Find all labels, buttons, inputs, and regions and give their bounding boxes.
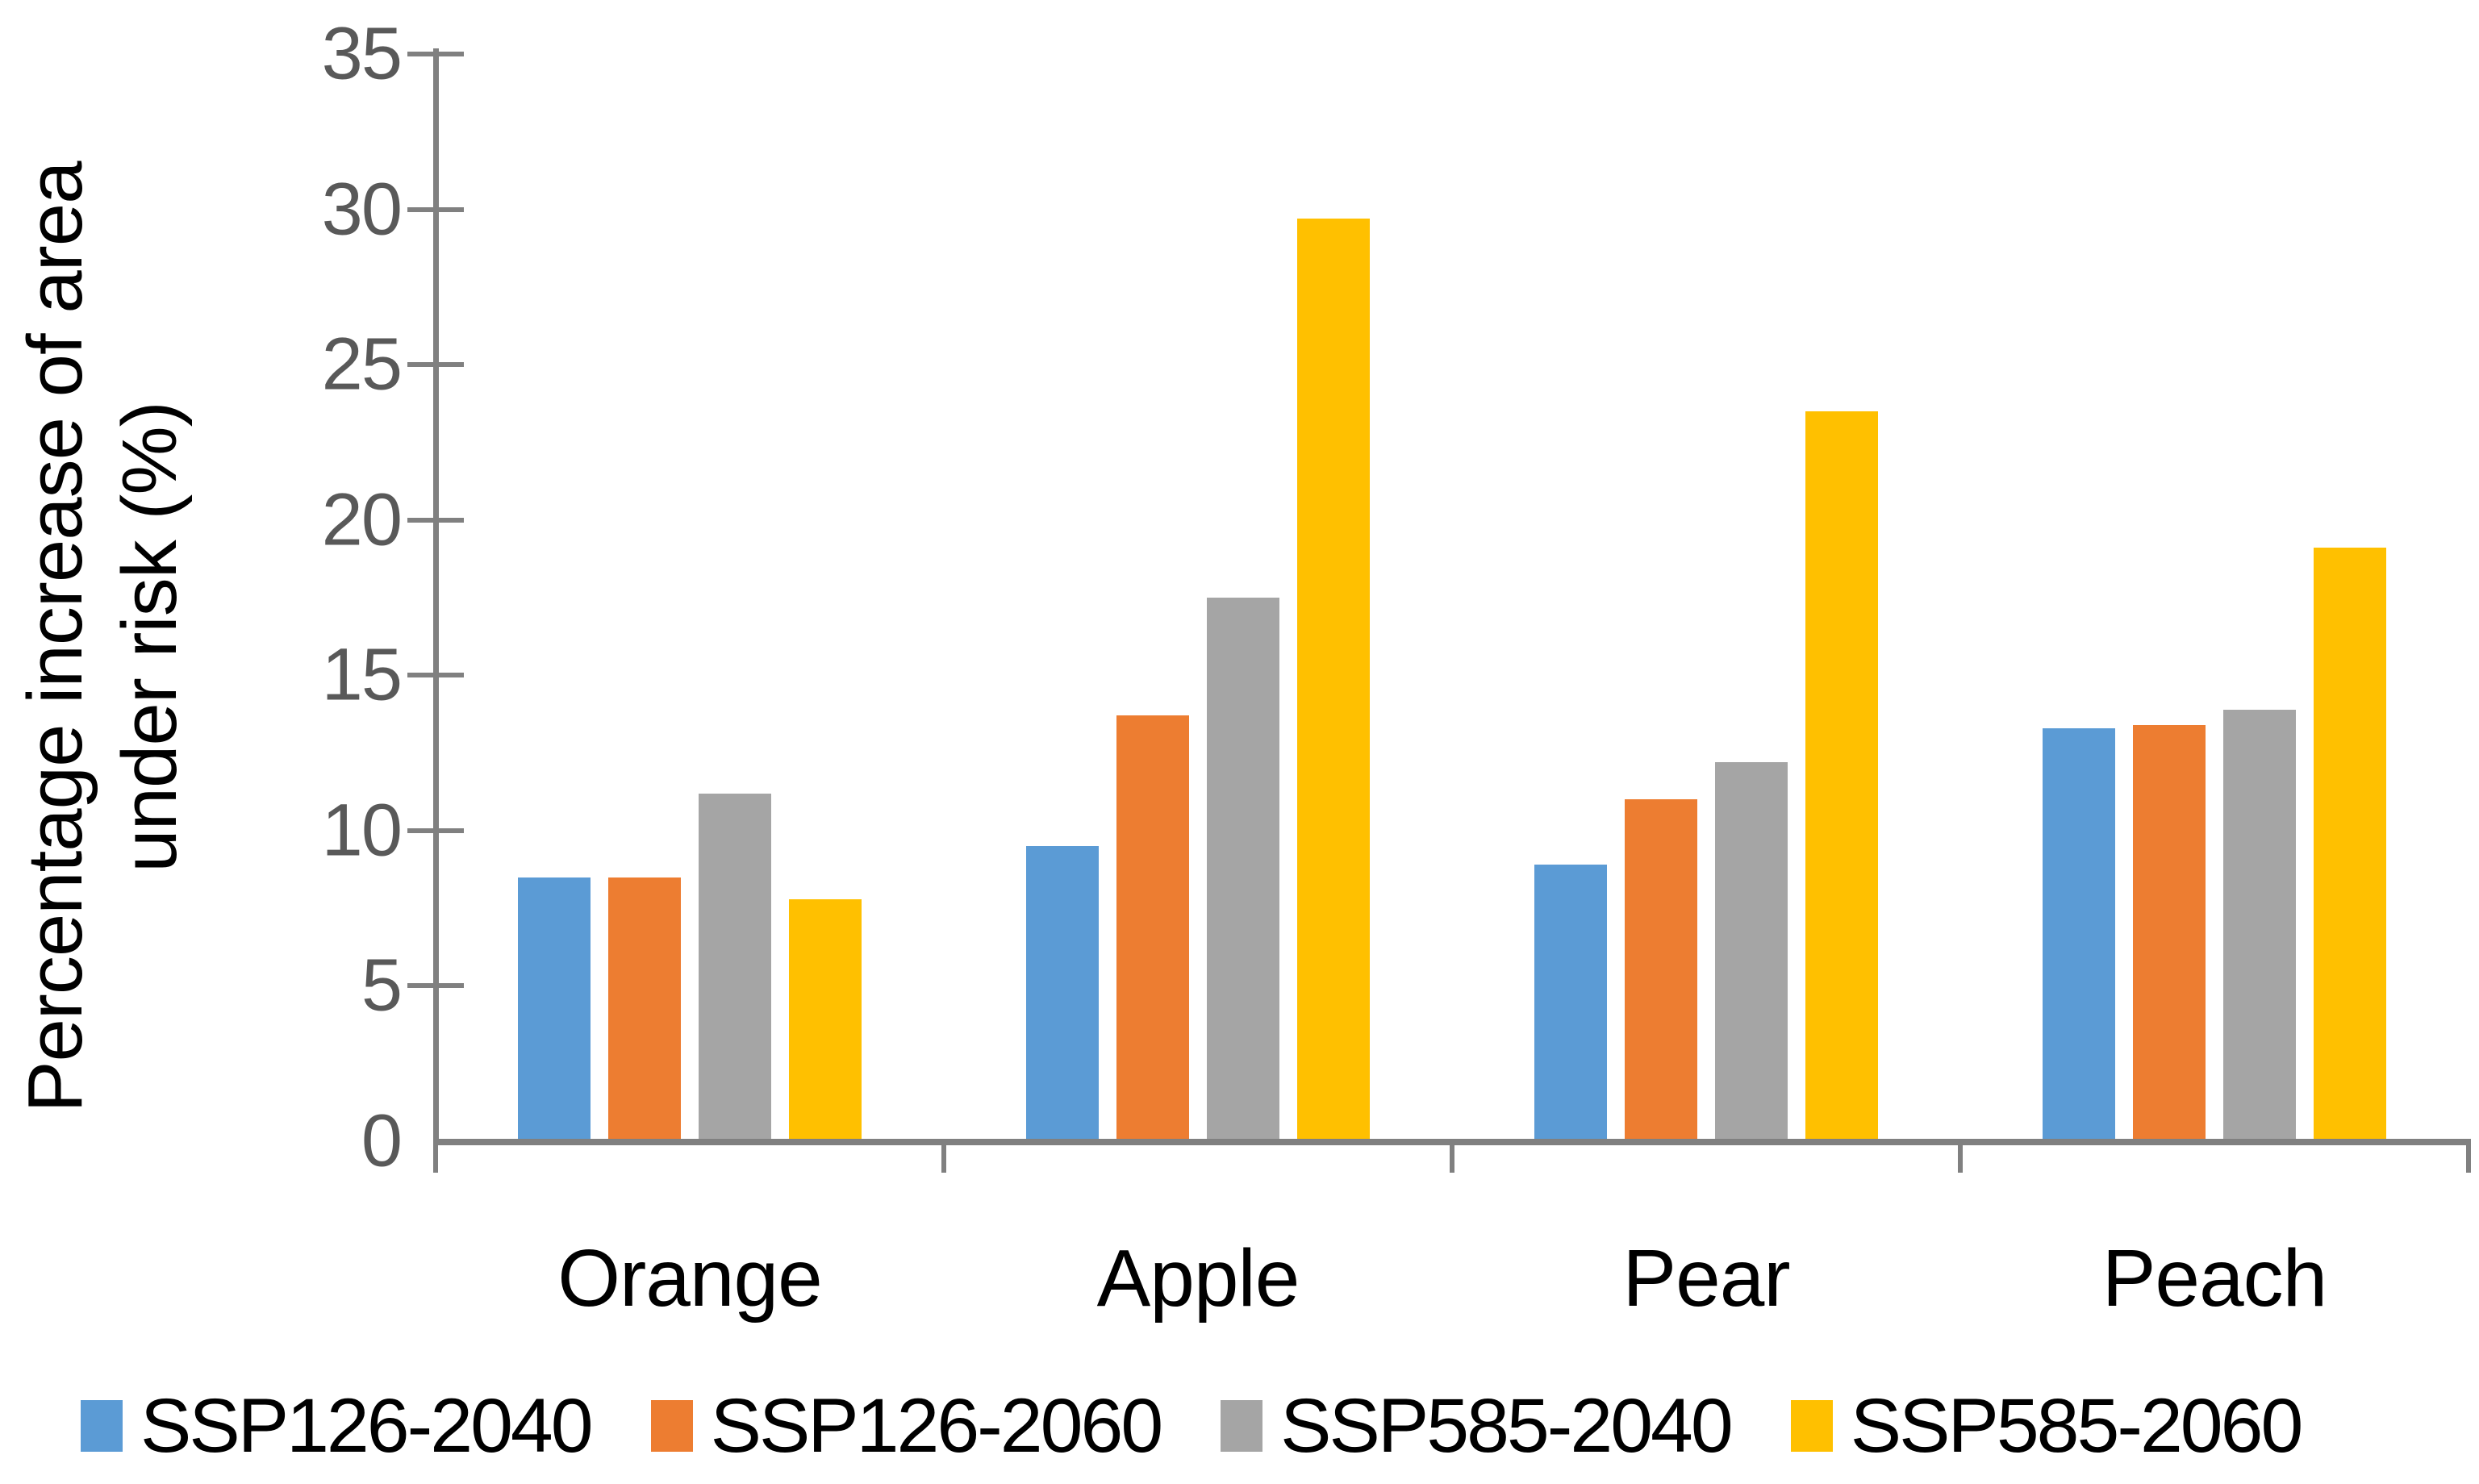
y-tick-label: 0 <box>361 1099 403 1182</box>
x-axis-boundary-tick <box>2466 1144 2471 1173</box>
x-axis-label-orange: Orange <box>557 1233 823 1324</box>
bar-SSP126-2040-Orange <box>518 877 591 1141</box>
legend-label-SSP585-2060: SSP585-2060 <box>1850 1382 2304 1469</box>
bar-SSP585-2060-Peach <box>2314 548 2386 1141</box>
bar-SSP585-2060-Apple <box>1297 219 1370 1141</box>
x-axis-boundary-tick <box>1450 1144 1454 1173</box>
x-axis-line <box>433 1139 2471 1145</box>
x-axis-boundary-tick <box>433 1144 438 1173</box>
y-axis-title-line1: Percentage increase of area <box>12 161 98 1113</box>
bar-SSP585-2060-Orange <box>789 898 862 1141</box>
legend-item-SSP126-2060: SSP126-2060 <box>650 1382 1164 1470</box>
y-tick-label: 15 <box>321 633 403 716</box>
bar-SSP126-2060-Apple <box>1116 715 1189 1141</box>
bar-SSP585-2040-Pear <box>1715 762 1788 1141</box>
bar-SSP585-2040-Peach <box>2223 709 2296 1141</box>
legend-label-SSP126-2060: SSP126-2060 <box>710 1382 1164 1469</box>
y-axis-title-line2: under risk (%) <box>106 402 194 873</box>
x-axis-label-peach: Peach <box>2101 1233 2328 1324</box>
bar-SSP126-2040-Apple <box>1026 846 1099 1141</box>
legend-swatch-SSP585-2060 <box>1790 1400 1833 1452</box>
x-axis-boundary-tick <box>1958 1144 1963 1173</box>
x-axis-boundary-tick <box>941 1144 946 1173</box>
bar-SSP126-2060-Pear <box>1625 799 1697 1141</box>
y-tick-label: 25 <box>321 323 403 406</box>
y-tick-label: 10 <box>321 789 403 872</box>
bar-SSP585-2060-Pear <box>1805 411 1878 1141</box>
y-tick-label: 5 <box>361 944 403 1027</box>
legend-item-SSP585-2060: SSP585-2060 <box>1790 1382 2304 1470</box>
bar-SSP126-2060-Peach <box>2133 724 2206 1141</box>
x-axis-label-apple: Apple <box>1096 1233 1300 1324</box>
y-axis-title: Percentage increase of area under risk (… <box>8 32 218 1242</box>
legend-swatch-SSP126-2040 <box>81 1400 123 1452</box>
legend-swatch-SSP126-2060 <box>650 1400 693 1452</box>
legend-label-SSP585-2040: SSP585-2040 <box>1280 1382 1734 1469</box>
legend-item-SSP585-2040: SSP585-2040 <box>1221 1382 1734 1470</box>
legend-swatch-SSP585-2040 <box>1221 1400 1263 1452</box>
bar-SSP126-2060-Orange <box>608 877 681 1141</box>
y-tick-label: 20 <box>321 478 403 561</box>
legend-item-SSP126-2040: SSP126-2040 <box>81 1382 594 1470</box>
legend-label-SSP126-2040: SSP126-2040 <box>140 1382 594 1469</box>
bar-SSP585-2040-Apple <box>1207 598 1279 1141</box>
y-tick-label: 30 <box>321 168 403 251</box>
x-axis-label-pear: Pear <box>1622 1233 1790 1324</box>
bar-SSP126-2040-Pear <box>1534 865 1607 1141</box>
legend: SSP126-2040 SSP126-2060 SSP585-2040 SSP585-… <box>81 1383 2469 1469</box>
y-tick-label: 35 <box>321 12 403 95</box>
bar-SSP585-2040-Orange <box>699 793 771 1141</box>
y-axis-line <box>433 48 439 1145</box>
bar-SSP126-2040-Peach <box>2043 727 2115 1141</box>
